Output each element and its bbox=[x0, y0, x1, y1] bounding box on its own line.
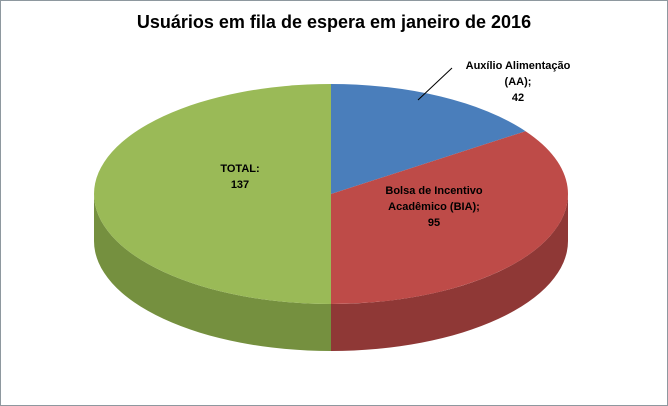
data-label-aa: Auxílio Alimentação (AA); 42 bbox=[451, 58, 585, 106]
data-label-line: Bolsa de Incentivo bbox=[385, 185, 483, 197]
data-label-line: 137 bbox=[230, 179, 250, 191]
pie-slice-2-top bbox=[94, 84, 331, 304]
data-label-line: Acadêmico (BIA); bbox=[388, 201, 480, 213]
data-label-bia: Bolsa de Incentivo Acadêmico (BIA); 95 bbox=[377, 183, 491, 231]
pie-slice-2-side bbox=[94, 194, 331, 351]
data-label-line: Auxílio Alimentação bbox=[465, 60, 571, 72]
data-label-line: TOTAL: bbox=[220, 163, 260, 175]
pie-slice-0-top bbox=[331, 84, 526, 194]
data-label-line: 42 bbox=[511, 92, 525, 104]
chart-title: Usuários em fila de espera em janeiro de… bbox=[136, 12, 532, 32]
pie-slice-1-side bbox=[331, 194, 568, 351]
pie-slice-1-top bbox=[331, 131, 568, 304]
label-leader-line bbox=[417, 67, 453, 101]
data-label-line: 95 bbox=[427, 217, 441, 229]
data-label-line: (AA); bbox=[504, 76, 532, 88]
data-label-total: TOTAL: 137 bbox=[190, 161, 290, 193]
